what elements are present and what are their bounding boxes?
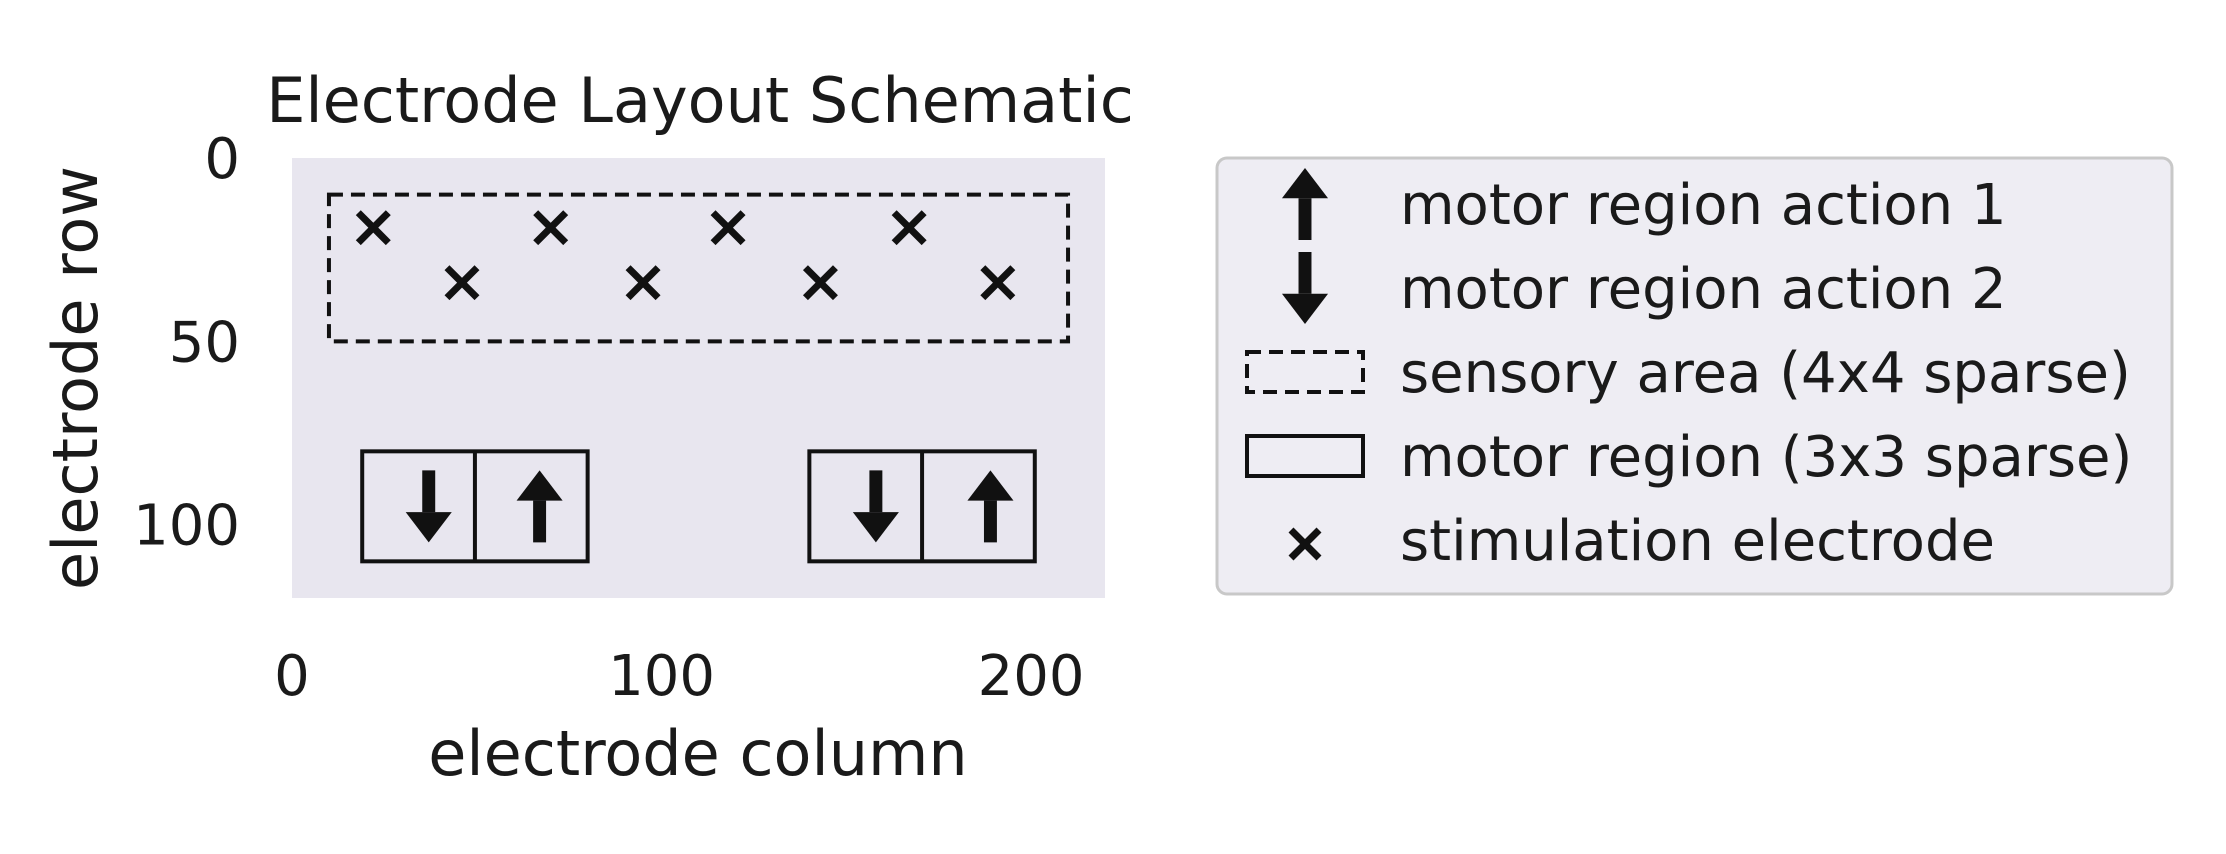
- y-tick-label: 0: [204, 127, 240, 192]
- legend-x-marker-icon: [1288, 527, 1322, 561]
- legend: motor region action 1 motor region action…: [1215, 156, 2174, 596]
- y-tick-label: 50: [169, 310, 240, 375]
- legend-solid-rect-icon: [1245, 434, 1365, 478]
- legend-frame: [1215, 156, 2174, 596]
- x-tick-labels: 0 100 200: [274, 644, 1084, 709]
- stimulation-electrode-marker-8: [980, 265, 1016, 301]
- legend-label: motor region (3x3 sparse): [1400, 425, 2132, 490]
- y-tick-label: 100: [133, 494, 240, 559]
- motor-region-2: [807, 449, 1037, 564]
- y-tick-labels: 0 50 100: [133, 127, 240, 559]
- motor-action-arrow-2: [516, 470, 563, 543]
- electrode-markers-layer: [355, 210, 1016, 301]
- sensory-area-rect: [326, 192, 1071, 344]
- legend-label: sensory area (4x4 sparse): [1400, 341, 2131, 406]
- y-axis-label: electrode row: [39, 166, 112, 590]
- motor-action-arrow-3: [852, 470, 899, 543]
- legend-down-arrow-icon: [1281, 252, 1329, 324]
- legend-items: motor region action 1 motor region action…: [1245, 168, 2132, 574]
- motor-regions-layer: [360, 449, 1037, 564]
- sensory-area-layer: [326, 192, 1071, 344]
- motor-action-arrow-4: [967, 470, 1014, 543]
- motor-action-arrow-1: [405, 470, 452, 543]
- stimulation-electrode-marker-1: [355, 210, 391, 246]
- legend-item-4: motor region (3x3 sparse): [1245, 425, 2132, 490]
- stimulation-electrode-marker-5: [444, 265, 480, 301]
- stimulation-electrode-marker-6: [625, 265, 661, 301]
- stimulation-electrode-marker-4: [891, 210, 927, 246]
- legend-item-2: motor region action 2: [1281, 252, 2007, 324]
- motor-action-arrows-layer: [405, 470, 1014, 543]
- stimulation-electrode-marker-3: [710, 210, 746, 246]
- x-tick-label: 100: [608, 644, 715, 709]
- legend-label: motor region action 1: [1400, 173, 2007, 238]
- legend-label: motor region action 2: [1400, 257, 2007, 322]
- x-tick-label: 200: [978, 644, 1085, 709]
- motor-region-1: [360, 449, 590, 564]
- x-tick-label: 0: [274, 644, 310, 709]
- x-axis-label: electrode column: [428, 717, 967, 790]
- legend-up-arrow-icon: [1281, 168, 1329, 240]
- legend-dashed-rect-icon: [1245, 350, 1365, 394]
- stimulation-electrode-marker-7: [802, 265, 838, 301]
- legend-item-1: motor region action 1: [1281, 168, 2007, 240]
- plot-background: [292, 158, 1105, 598]
- chart-title: Electrode Layout Schematic: [266, 64, 1134, 137]
- legend-label: stimulation electrode: [1400, 509, 1995, 574]
- legend-item-3: sensory area (4x4 sparse): [1245, 341, 2131, 406]
- legend-item-5: stimulation electrode: [1288, 509, 1995, 574]
- stimulation-electrode-marker-2: [533, 210, 569, 246]
